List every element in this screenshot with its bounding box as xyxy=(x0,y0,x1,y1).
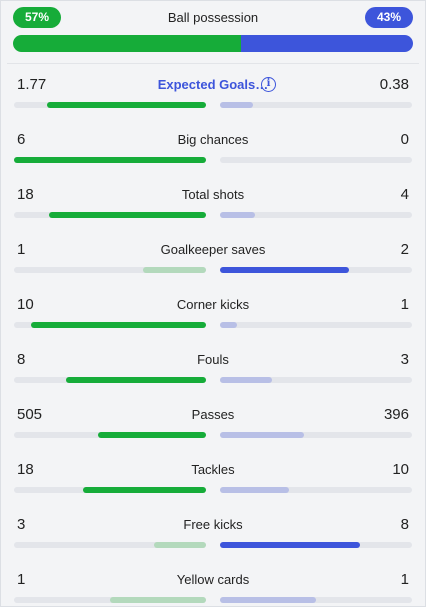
away-stat-value: 3 xyxy=(400,351,409,368)
stat-label: Fouls xyxy=(197,352,229,367)
home-stat-bar xyxy=(46,102,206,108)
stat-label: Passes xyxy=(191,407,235,422)
away-stat-value: 1 xyxy=(400,296,409,313)
home-stat-track xyxy=(14,102,206,108)
home-stat-value: 1.77 xyxy=(17,76,47,93)
stat-row: 3 Free kicks 8 xyxy=(13,516,413,556)
away-stat-value: 2 xyxy=(400,241,409,258)
away-stat-bar xyxy=(220,377,272,383)
home-stat-track xyxy=(14,542,206,548)
away-stat-bar xyxy=(220,212,255,218)
home-stat-track xyxy=(14,212,206,218)
stat-label: Yellow cards xyxy=(176,572,250,587)
away-stat-track xyxy=(220,322,412,328)
away-stat-track xyxy=(220,597,412,603)
away-possession-badge: 43% xyxy=(365,7,413,28)
away-stat-track xyxy=(220,487,412,493)
home-stat-value: 18 xyxy=(17,186,34,203)
home-stat-bar xyxy=(98,432,206,438)
home-possession-badge: 57% xyxy=(13,7,61,28)
away-stat-bar xyxy=(220,267,349,273)
home-stat-value: 3 xyxy=(17,516,26,533)
home-stat-track xyxy=(14,597,206,603)
stat-label: Total shots xyxy=(181,187,245,202)
away-stat-value: 8 xyxy=(400,516,409,533)
home-stat-value: 10 xyxy=(17,296,34,313)
stat-label[interactable]: Expected Goals… xyxy=(157,77,269,92)
possession-bar xyxy=(13,35,413,52)
stat-row: 18 Total shots 4 xyxy=(13,186,413,226)
possession-header: Ball possession 57% 43% xyxy=(13,7,413,29)
home-stat-track xyxy=(14,157,206,163)
home-stat-track xyxy=(14,377,206,383)
stat-row: 10 Corner kicks 1 xyxy=(13,296,413,336)
possession-bar-home xyxy=(13,35,241,52)
home-stat-bar xyxy=(31,322,206,328)
away-stat-bar xyxy=(220,322,238,328)
away-stat-track xyxy=(220,377,412,383)
away-stat-track xyxy=(220,542,412,548)
stat-label: Tackles xyxy=(191,462,235,477)
possession-bar-away xyxy=(241,35,413,52)
home-stat-track xyxy=(14,432,206,438)
home-stat-value: 1 xyxy=(17,241,26,258)
away-stat-bar xyxy=(220,597,316,603)
away-stat-bar xyxy=(220,487,290,493)
stat-label: Big chances xyxy=(177,132,249,147)
stat-label: Corner kicks xyxy=(176,297,250,312)
home-stat-track xyxy=(14,487,206,493)
away-stat-track xyxy=(220,157,412,163)
home-stat-value: 8 xyxy=(17,351,26,368)
stat-label: Goalkeeper saves xyxy=(160,242,266,257)
stat-row: 1 Goalkeeper saves 2 xyxy=(13,241,413,281)
home-stat-value: 18 xyxy=(17,461,34,478)
possession-title: Ball possession xyxy=(167,10,259,25)
home-stat-bar xyxy=(48,212,206,218)
stat-row: 505 Passes 396 xyxy=(13,406,413,446)
home-stat-bar xyxy=(110,597,206,603)
home-stat-bar xyxy=(65,377,206,383)
away-stat-bar xyxy=(220,542,361,548)
home-stat-track xyxy=(14,322,206,328)
away-stat-value: 1 xyxy=(400,571,409,588)
stat-row: 8 Fouls 3 xyxy=(13,351,413,391)
away-stat-track xyxy=(220,102,412,108)
away-stat-bar xyxy=(220,102,253,108)
stat-row: 18 Tackles 10 xyxy=(13,461,413,501)
stat-row: 6 Big chances 0 xyxy=(13,131,413,171)
home-stat-value: 1 xyxy=(17,571,26,588)
home-stat-track xyxy=(14,267,206,273)
away-stat-value: 4 xyxy=(400,186,409,203)
home-stat-value: 6 xyxy=(17,131,26,148)
away-stat-track xyxy=(220,212,412,218)
away-stat-value: 396 xyxy=(383,406,409,423)
info-icon[interactable]: i xyxy=(261,77,276,92)
away-stat-value: 10 xyxy=(392,461,409,478)
home-stat-bar xyxy=(83,487,206,493)
stat-label: Free kicks xyxy=(183,517,243,532)
home-stat-bar xyxy=(14,157,206,163)
away-stat-track xyxy=(220,267,412,273)
home-stat-bar xyxy=(154,542,206,548)
away-stat-value: 0.38 xyxy=(379,76,409,93)
away-stat-track xyxy=(220,432,412,438)
home-stat-bar xyxy=(142,267,206,273)
away-stat-bar xyxy=(220,432,305,438)
away-stat-value: 0 xyxy=(400,131,409,148)
stat-row[interactable]: 1.77 Expected Goals… 0.38 i xyxy=(13,76,413,116)
home-stat-value: 505 xyxy=(17,406,43,423)
stat-row: 1 Yellow cards 1 xyxy=(13,571,413,607)
divider xyxy=(7,63,419,64)
